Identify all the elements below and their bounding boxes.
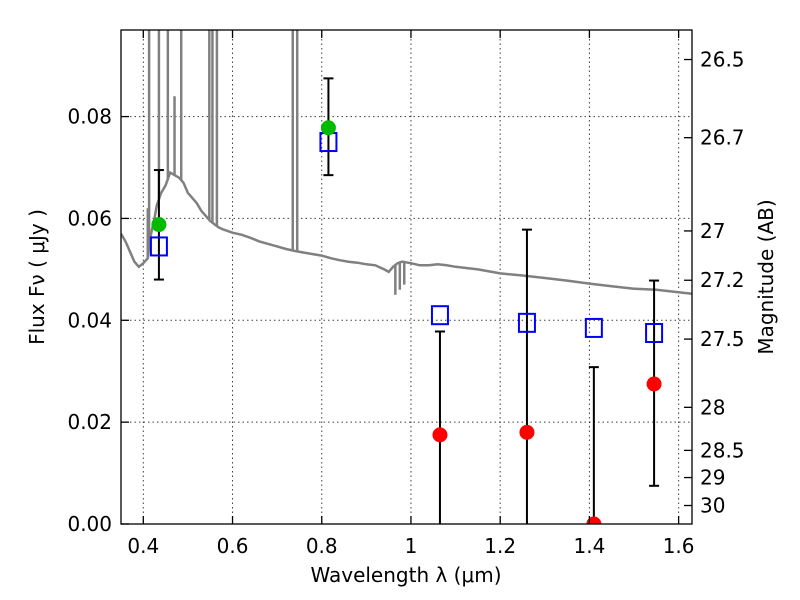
plot-area <box>121 30 692 524</box>
y2-tick-label: 27 <box>700 219 725 243</box>
y2-tick-label: 27.2 <box>700 268 745 292</box>
x-tick-label: 0.4 <box>127 534 159 558</box>
y2-tick-label: 27.5 <box>700 327 745 351</box>
model-point-square <box>149 236 168 257</box>
y2-tick-label: 26.7 <box>700 126 745 150</box>
y-tick-label: 0.08 <box>67 105 112 129</box>
x-tick-label: 1.4 <box>573 534 605 558</box>
model-spectrum-line <box>121 170 692 296</box>
x-tick-label: 1.2 <box>484 534 516 558</box>
observed-point <box>320 120 336 136</box>
y2-tick-label: 30 <box>700 494 725 518</box>
y2-tick-label: 28.5 <box>700 438 745 462</box>
observed-point <box>151 217 167 233</box>
grid <box>121 30 692 525</box>
model-point-square <box>430 305 449 326</box>
model-point-square <box>584 317 603 338</box>
observed-point <box>432 427 448 443</box>
y-tick-label: 0.02 <box>67 410 112 434</box>
x-tick-label: 0.6 <box>217 534 249 558</box>
y2-tick-label: 28 <box>700 395 725 419</box>
observed-point <box>646 376 662 392</box>
model-point-square <box>645 323 664 344</box>
observed-point <box>519 424 535 440</box>
observed-point <box>586 516 602 524</box>
y2-tick-label: 26.5 <box>700 48 745 72</box>
x-tick-label: 0.8 <box>306 534 338 558</box>
x-tick-label: 1.6 <box>663 534 695 558</box>
x-axis-label: Wavelength λ (μm) <box>310 563 501 587</box>
model-point-square <box>517 312 536 333</box>
y-axis-label: Flux Fν ( μJy ) <box>25 209 49 345</box>
y2-axis-label: Magnitude (AB) <box>754 199 778 354</box>
y-tick-label: 0.06 <box>67 206 112 230</box>
y-tick-label: 0.00 <box>67 512 112 536</box>
plot-frame <box>120 29 693 525</box>
y-tick-label: 0.04 <box>67 308 112 332</box>
axes: 0.4 0.6 0.8 1 1.2 1.4 1.6 0.00 0.02 0.04 0.06 0.08 2… <box>67 30 745 558</box>
x-tick-label: 1 <box>405 534 418 558</box>
y2-tick-label: 29 <box>700 466 725 490</box>
